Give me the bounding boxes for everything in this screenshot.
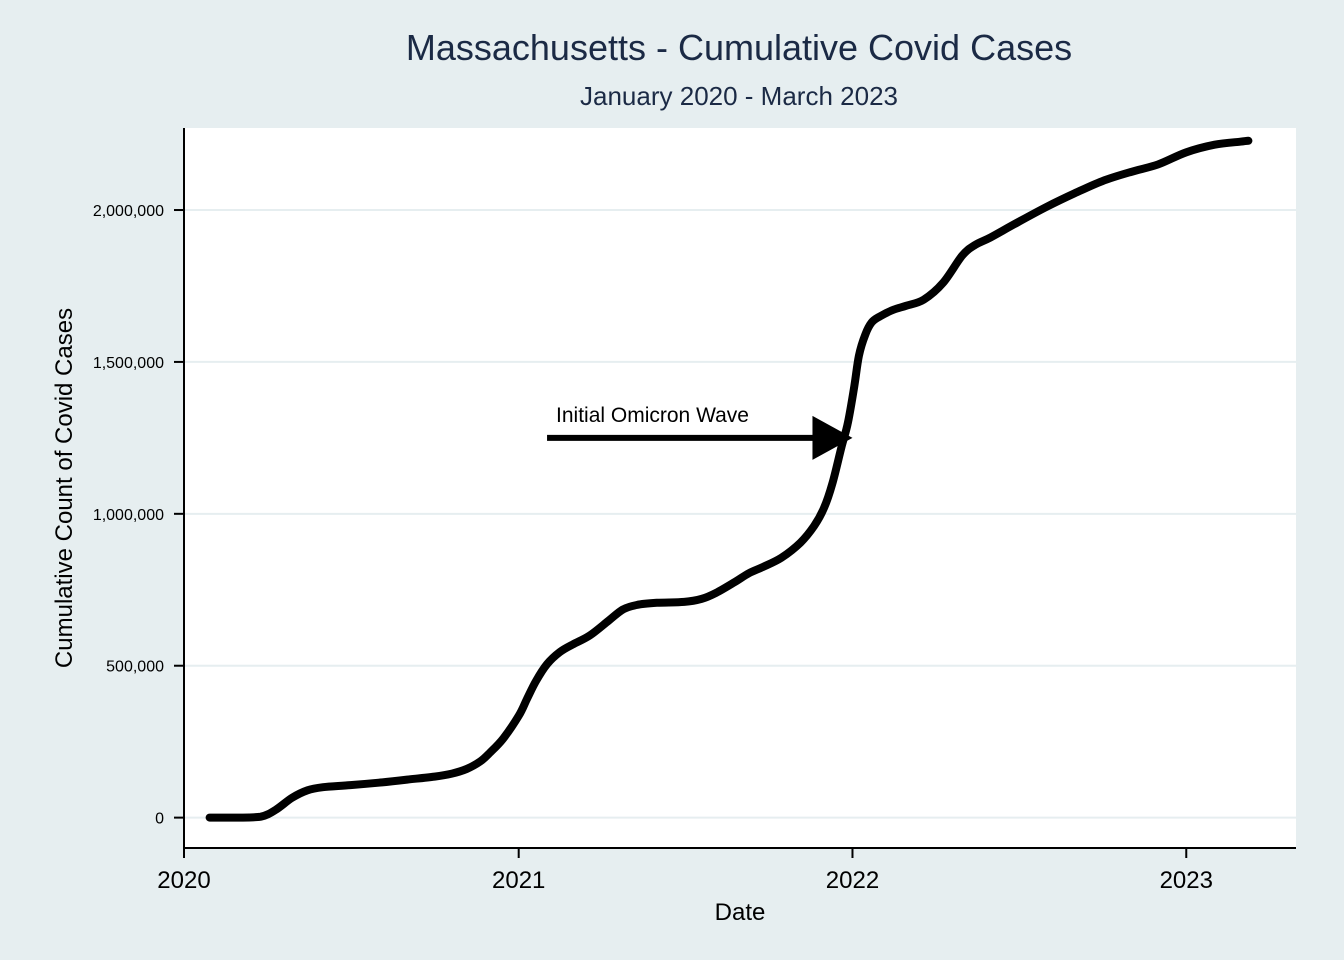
annotation: Initial Omicron Wave (547, 404, 853, 460)
x-tick-label-2: 2022 (826, 867, 879, 894)
x-axis-label: Date (715, 899, 766, 926)
x-tick-label-3: 2023 (1160, 867, 1213, 894)
series-line-cumulative-cases (205, 136, 1253, 822)
x-tick-label-1: 2021 (492, 867, 545, 894)
y-tick-label-3: 1,500,000 (93, 355, 164, 372)
chart-subtitle: January 2020 - March 2023 (580, 81, 898, 111)
gridlines (184, 209, 1296, 819)
annotation-arrow-head (812, 415, 853, 460)
y-tick-label-2: 1,000,000 (93, 507, 164, 524)
annotation-label: Initial Omicron Wave (556, 404, 749, 427)
chart-title: Massachusetts - Cumulative Covid Cases (406, 27, 1072, 68)
y-tick-label-4: 2,000,000 (93, 203, 164, 220)
y-tick-label-1: 500,000 (106, 659, 164, 676)
y-axis-label: Cumulative Count of Covid Cases (51, 308, 78, 668)
y-ticks: 0 500,000 1,000,000 1,500,000 2,000,000 (93, 203, 184, 828)
plot-area (184, 128, 1296, 848)
x-tick-label-0: 2020 (157, 867, 210, 894)
x-ticks: 2020 2021 2022 2023 (157, 848, 1213, 894)
y-tick-label-0: 0 (155, 811, 164, 828)
